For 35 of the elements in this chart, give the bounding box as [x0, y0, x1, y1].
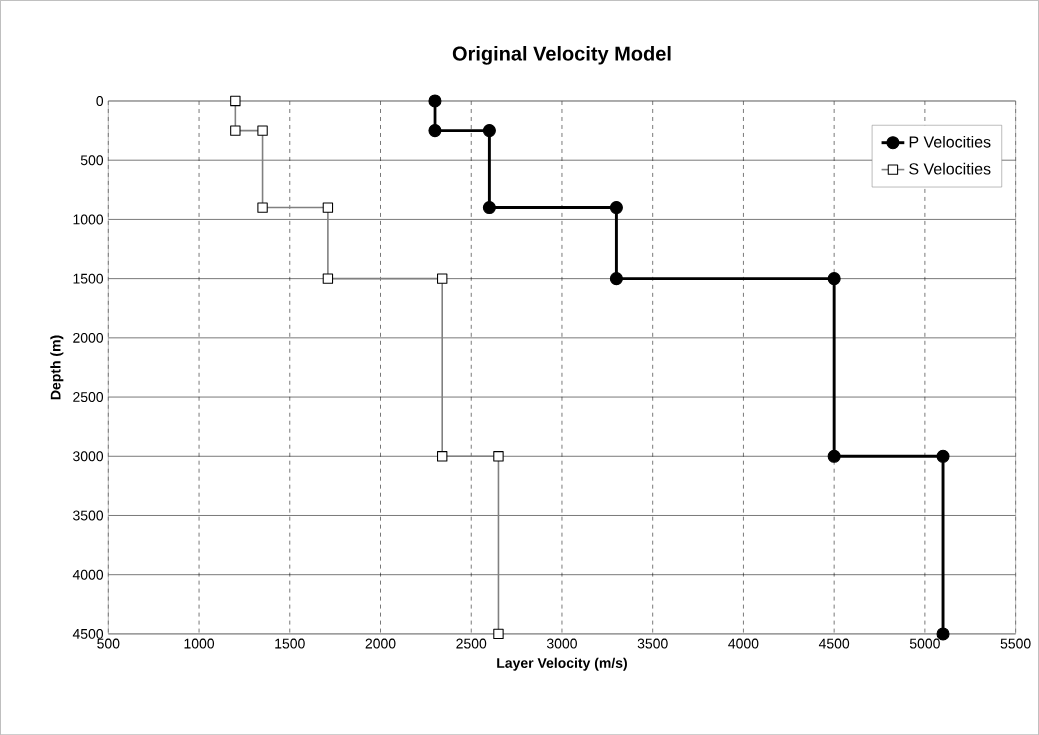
point [609, 200, 623, 214]
x-tick-label: 500 [97, 638, 120, 649]
point [428, 123, 442, 138]
x-tick-label: 3000 [546, 638, 577, 649]
point [609, 271, 623, 286]
y-tick-label: 4500 [72, 628, 104, 639]
x-tick-label: 5000 [909, 638, 940, 649]
x-tick-label: 2000 [365, 638, 396, 649]
x-tick-label: 1500 [275, 638, 305, 649]
point [827, 271, 841, 286]
x-tick-label: 5500 [1000, 638, 1031, 649]
point [827, 449, 841, 463]
x-tick-label: 4000 [728, 638, 759, 649]
x-tick-label: 2500 [456, 638, 487, 649]
point [482, 123, 496, 138]
y-tick-label: 0 [96, 95, 104, 106]
y-tick-label: 2000 [73, 332, 104, 343]
legend-label: P Velocities [909, 135, 991, 148]
point [482, 200, 496, 214]
y-tick-label: 1500 [73, 273, 104, 284]
y-tick-label: 4000 [72, 569, 104, 580]
y-tick-label: 1000 [73, 214, 104, 225]
y-tick-label: 3000 [73, 451, 104, 462]
y-axis-title: Depth (m) [50, 335, 64, 400]
x-axis-title: Layer Velocity (m/s) [497, 657, 627, 671]
point [428, 94, 442, 108]
point [936, 449, 950, 463]
legend-label: S Velocities [909, 162, 991, 175]
y-tick-label: 3500 [73, 510, 104, 521]
x-tick-label: 4500 [818, 638, 850, 649]
x-tick-label: 1000 [184, 638, 215, 649]
chart-title: Original Velocity Model [452, 45, 671, 65]
y-tick-label: 500 [80, 155, 104, 166]
x-tick-label: 3500 [637, 638, 668, 649]
y-tick-label: 2500 [73, 392, 104, 402]
